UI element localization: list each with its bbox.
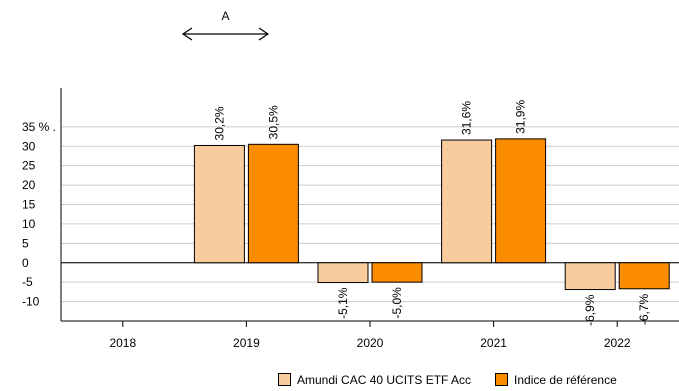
bar-fund-2022 [564,262,616,291]
y-tick-label: 30 [22,139,36,153]
legend-label-fund: Amundi CAC 40 UCITS ETF Acc [297,372,472,387]
data-label: -5,0% [390,287,404,319]
legend-label-benchmark: Indice de référence [514,372,617,387]
y-tick-labels: 35 % . 30 25 20 15 10 5 0 -5 -10 [22,120,56,309]
bar-benchmark-2019 [247,143,299,264]
data-labels: 30,2% 30,5% -5,1% -5,0% 31,6% 31,9% -6,9% -6,7% [212,100,651,326]
y-tick-label: -10 [22,295,40,309]
data-label: 31,6% [460,101,474,135]
x-tick-label: 2019 [233,336,260,350]
annotation-arrow-right [258,27,270,41]
data-label: 31,9% [514,100,528,134]
x-tick-label: 2018 [109,336,136,350]
y-tick-label: 25 [22,159,36,173]
y-tick-label: 5 [22,236,29,250]
y-tick-label: 35 % . [22,120,56,134]
legend: Amundi CAC 40 UCITS ETF Acc Indice de ré… [278,368,679,391]
legend-item-benchmark: Indice de référence [495,373,617,387]
bar-fund-2021 [441,139,493,264]
axes [60,88,679,327]
data-label: -6,9% [583,294,597,326]
data-label: 30,5% [266,105,280,139]
legend-swatch-benchmark [495,373,509,386]
y-tick-label: 10 [22,217,36,231]
grid-lines [61,126,679,303]
bar-benchmark-2022 [618,262,670,290]
bar-benchmark-2020 [371,262,423,283]
data-label: -5,1% [336,287,350,319]
bar-benchmark-2021 [495,138,547,264]
bar-fund-2019 [193,144,245,264]
annotation-a: A [181,9,270,41]
x-tick-label: 2020 [357,336,384,350]
annotation-label: A [221,9,229,23]
y-tick-label: 0 [22,256,29,270]
bars [193,138,670,291]
x-tick-label: 2022 [604,336,631,350]
y-tick-label: 15 [22,198,36,212]
y-tick-label: 20 [22,178,36,192]
legend-swatch-fund [278,373,291,386]
x-tick-label: 2021 [480,336,507,350]
annotation-arrow-left [181,27,193,41]
bar-fund-2020 [317,262,369,284]
y-tick-label: -5 [22,275,33,289]
data-label: -6,7% [637,293,651,325]
legend-item-fund: Amundi CAC 40 UCITS ETF Acc [278,373,471,387]
x-tick-labels: 2018 2019 2020 2021 2022 [109,336,630,350]
data-label: 30,2% [212,106,226,140]
